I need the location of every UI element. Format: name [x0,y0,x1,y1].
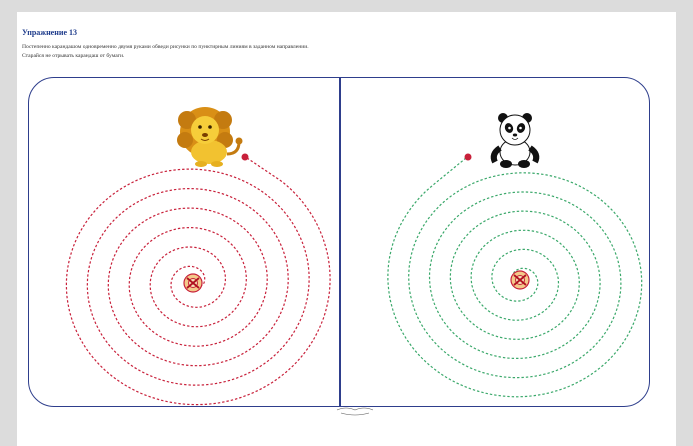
left-target-icon [184,274,202,292]
right-target-icon [511,271,529,289]
lion-icon [177,107,243,167]
page-ornament [337,408,373,415]
left-start-dot [242,154,249,161]
panda-icon [494,113,536,168]
right-start-dot [465,154,472,161]
